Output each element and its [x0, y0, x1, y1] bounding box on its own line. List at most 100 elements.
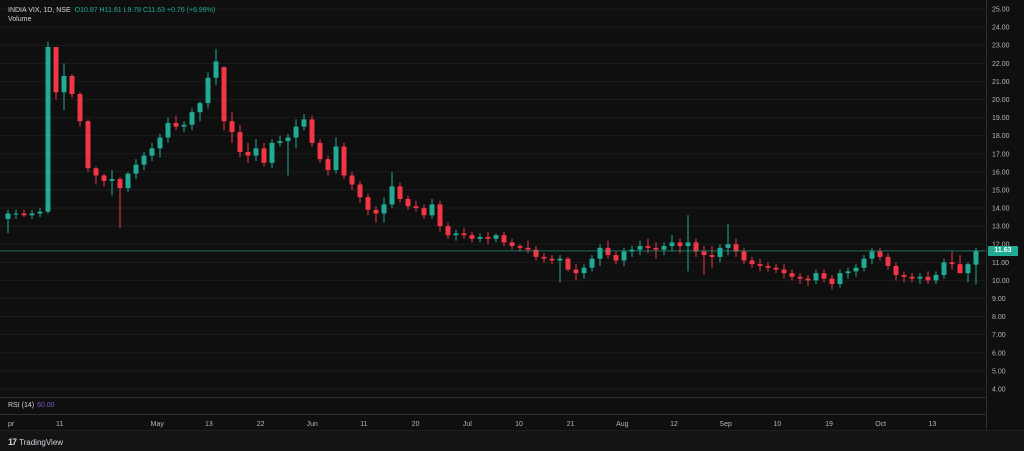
candle[interactable] [653, 242, 659, 259]
candle[interactable] [621, 247, 627, 266]
candle[interactable] [141, 151, 147, 171]
candle[interactable] [205, 72, 211, 109]
candlestick-plot[interactable] [0, 0, 986, 398]
candle[interactable] [429, 199, 435, 219]
candle[interactable] [37, 208, 43, 218]
candle[interactable] [949, 251, 955, 270]
candle[interactable] [637, 240, 643, 256]
candle[interactable] [29, 209, 35, 219]
candle[interactable] [821, 269, 827, 283]
candle[interactable] [797, 273, 803, 285]
candle[interactable] [469, 231, 475, 243]
candle[interactable] [341, 142, 347, 180]
candle[interactable] [53, 47, 59, 100]
candle[interactable] [613, 251, 619, 265]
candle[interactable] [277, 135, 283, 147]
candle[interactable] [629, 246, 635, 257]
candle[interactable] [125, 171, 131, 192]
candle[interactable] [581, 264, 587, 279]
candle[interactable] [685, 215, 691, 272]
candle[interactable] [869, 247, 875, 265]
candle[interactable] [933, 271, 939, 285]
candle[interactable] [749, 256, 755, 268]
candle[interactable] [893, 262, 899, 281]
candle[interactable] [885, 253, 891, 270]
candle[interactable] [485, 231, 491, 245]
candle[interactable] [149, 142, 155, 162]
candle[interactable] [445, 222, 451, 239]
candle[interactable] [197, 101, 203, 122]
candle[interactable] [237, 124, 243, 158]
candle[interactable] [549, 255, 555, 265]
candle[interactable] [717, 244, 723, 263]
candle[interactable] [389, 171, 395, 209]
candle[interactable] [789, 269, 795, 281]
candle[interactable] [573, 264, 579, 281]
candle[interactable] [853, 264, 859, 277]
candle[interactable] [829, 274, 835, 290]
candle[interactable] [925, 271, 931, 285]
candle[interactable] [877, 247, 883, 261]
candle[interactable] [253, 139, 259, 162]
tradingview-brand[interactable]: 17 TradingView [8, 437, 63, 447]
candle[interactable] [525, 240, 531, 254]
candle[interactable] [557, 255, 563, 283]
candle[interactable] [365, 193, 371, 216]
candle[interactable] [941, 258, 947, 279]
candle[interactable] [461, 227, 467, 239]
candle[interactable] [181, 121, 187, 133]
rsi-pane[interactable]: RSI (14) 60.00 [0, 398, 986, 415]
candle[interactable] [501, 231, 507, 247]
candle[interactable] [309, 115, 315, 147]
candle[interactable] [325, 155, 331, 176]
candle[interactable] [373, 206, 379, 223]
candle[interactable] [813, 269, 819, 285]
candle[interactable] [565, 256, 571, 272]
candle[interactable] [61, 63, 67, 111]
candle[interactable] [973, 247, 979, 285]
candle[interactable] [517, 244, 523, 252]
candle[interactable] [229, 112, 235, 143]
candle[interactable] [133, 159, 139, 180]
candle[interactable] [597, 244, 603, 266]
candle[interactable] [477, 233, 483, 243]
candle[interactable] [13, 209, 19, 219]
candle[interactable] [269, 139, 275, 169]
candle[interactable] [245, 142, 251, 163]
candle[interactable] [453, 229, 459, 241]
candle[interactable] [93, 166, 99, 185]
candle[interactable] [901, 271, 907, 283]
candle[interactable] [709, 246, 715, 268]
candle[interactable] [157, 133, 163, 158]
candle[interactable] [301, 113, 307, 131]
candle[interactable] [165, 117, 171, 143]
candle[interactable] [917, 273, 923, 285]
candle[interactable] [725, 224, 731, 256]
candle[interactable] [109, 170, 115, 196]
candle[interactable] [261, 142, 267, 167]
candle[interactable] [69, 74, 75, 98]
candle[interactable] [437, 200, 443, 232]
candle[interactable] [693, 238, 699, 257]
candle[interactable] [837, 269, 843, 288]
price-axis[interactable]: 25.00 24.00 23.00 22.00 21.00 20.00 19.00 18.00… [986, 0, 1024, 430]
candle[interactable] [173, 115, 179, 131]
candle[interactable] [381, 197, 387, 223]
candle[interactable] [221, 66, 227, 131]
candle[interactable] [669, 235, 675, 252]
candle[interactable] [661, 242, 667, 256]
candle[interactable] [589, 255, 595, 272]
candle[interactable] [541, 253, 547, 263]
candle[interactable] [21, 209, 27, 218]
candle[interactable] [741, 247, 747, 265]
candle[interactable] [805, 274, 811, 286]
candle[interactable] [293, 119, 299, 149]
candle[interactable] [397, 182, 403, 203]
candle[interactable] [357, 180, 363, 203]
candle[interactable] [413, 200, 419, 212]
candle[interactable] [101, 173, 107, 187]
candle[interactable] [117, 177, 123, 228]
candle[interactable] [493, 233, 499, 243]
candle[interactable] [349, 171, 355, 190]
candle[interactable] [85, 119, 91, 172]
